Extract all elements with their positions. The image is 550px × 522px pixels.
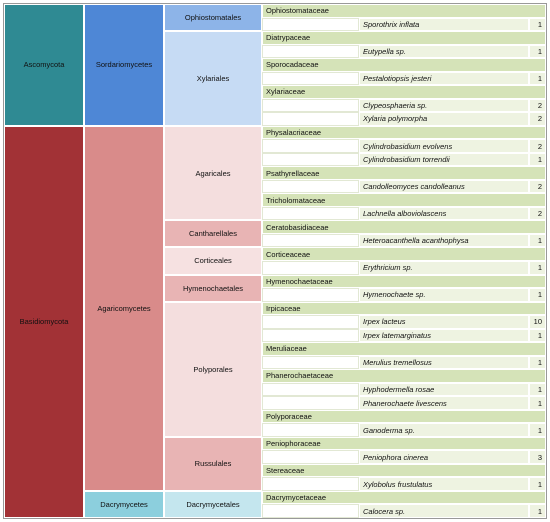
blank-cell bbox=[262, 261, 359, 275]
family: Peniophoraceae bbox=[262, 436, 546, 451]
order: Corticeales bbox=[164, 247, 262, 275]
count: 1 bbox=[529, 71, 546, 86]
family: Stereaceae bbox=[262, 463, 546, 478]
count: 2 bbox=[529, 206, 546, 221]
species: Phanerochaete livescens bbox=[359, 396, 529, 410]
blank-cell bbox=[262, 477, 359, 491]
blank-cell bbox=[262, 315, 359, 329]
blank-cell bbox=[262, 288, 359, 302]
count: 1 bbox=[529, 423, 546, 437]
phylum: Ascomycota bbox=[4, 4, 84, 126]
order: Russulales bbox=[164, 436, 262, 491]
count: 1 bbox=[529, 288, 546, 302]
family: Polyporaceae bbox=[262, 409, 546, 424]
order: Dacrymycetales bbox=[164, 490, 262, 518]
count: 1 bbox=[529, 477, 546, 491]
family: Irpicaceae bbox=[262, 301, 546, 316]
order: Polyporales bbox=[164, 301, 262, 437]
blank-cell bbox=[262, 112, 359, 126]
species: Peniophora cinerea bbox=[359, 450, 529, 464]
count: 2 bbox=[529, 98, 546, 113]
blank-cell bbox=[262, 382, 359, 397]
phylum: Basidiomycota bbox=[4, 125, 84, 518]
count: 2 bbox=[529, 139, 546, 153]
family: Xylariaceae bbox=[262, 85, 546, 99]
order: Agaricales bbox=[164, 125, 262, 221]
family: Psathyrellaceae bbox=[262, 166, 546, 180]
blank-cell bbox=[262, 423, 359, 437]
blank-cell bbox=[262, 206, 359, 221]
blank-cell bbox=[262, 233, 359, 248]
family: Physalacriaceae bbox=[262, 125, 546, 140]
species: Cylindrobasidium torrendii bbox=[359, 152, 529, 167]
species: Irpex lacteus bbox=[359, 315, 529, 329]
count: 1 bbox=[529, 396, 546, 410]
count: 2 bbox=[529, 112, 546, 126]
blank-cell bbox=[262, 450, 359, 464]
family: Dacrymycetaceae bbox=[262, 490, 546, 505]
table-frame: Ascomycota Sordariomycetes Ophiostomatales… bbox=[3, 3, 547, 519]
family: Diatrypaceae bbox=[262, 31, 546, 45]
family: Ophiostomataceae bbox=[262, 4, 546, 18]
species: Lachnella alboviolascens bbox=[359, 206, 529, 221]
count: 3 bbox=[529, 450, 546, 464]
species: Merulius tremellosus bbox=[359, 355, 529, 370]
blank-cell bbox=[262, 355, 359, 370]
family: Meruliaceae bbox=[262, 342, 546, 356]
family: Tricholomataceae bbox=[262, 193, 546, 207]
blank-cell bbox=[262, 98, 359, 113]
class: Dacrymycetes bbox=[84, 490, 164, 518]
species: Irpex latemarginatus bbox=[359, 328, 529, 343]
species: Clypeosphaeria sp. bbox=[359, 98, 529, 113]
blank-cell bbox=[262, 504, 359, 518]
family: Hymenochaetaceae bbox=[262, 274, 546, 289]
count: 1 bbox=[529, 355, 546, 370]
order: Cantharellales bbox=[164, 220, 262, 248]
species: Hyphodermella rosae bbox=[359, 382, 529, 397]
count: 1 bbox=[529, 152, 546, 167]
blank-cell bbox=[262, 139, 359, 153]
blank-cell bbox=[262, 396, 359, 410]
blank-cell bbox=[262, 328, 359, 343]
species: Xylaria polymorpha bbox=[359, 112, 529, 126]
count: 1 bbox=[529, 261, 546, 275]
order: Xylariales bbox=[164, 31, 262, 126]
species: Ganoderma sp. bbox=[359, 423, 529, 437]
class: Agaricomycetes bbox=[84, 125, 164, 491]
count: 1 bbox=[529, 17, 546, 32]
species: Heteroacanthella acanthophysa bbox=[359, 233, 529, 248]
species: Eutypella sp. bbox=[359, 44, 529, 59]
blank-cell bbox=[262, 17, 359, 32]
order: Hymenochaetales bbox=[164, 274, 262, 302]
count: 1 bbox=[529, 504, 546, 518]
family: Corticeaceae bbox=[262, 247, 546, 261]
species: Calocera sp. bbox=[359, 504, 529, 518]
family: Ceratobasidiaceae bbox=[262, 220, 546, 234]
count: 2 bbox=[529, 179, 546, 194]
family: Sporocadaceae bbox=[262, 58, 546, 72]
species: Cylindrobasidium evolvens bbox=[359, 139, 529, 153]
blank-cell bbox=[262, 71, 359, 86]
count: 1 bbox=[529, 328, 546, 343]
species: Sporothrix inflata bbox=[359, 17, 529, 32]
blank-cell bbox=[262, 179, 359, 194]
count: 10 bbox=[529, 315, 546, 329]
blank-cell bbox=[262, 44, 359, 59]
family: Phanerochaetaceae bbox=[262, 369, 546, 383]
order: Ophiostomatales bbox=[164, 4, 262, 32]
species: Erythricium sp. bbox=[359, 261, 529, 275]
species: Xylobolus frustulatus bbox=[359, 477, 529, 491]
count: 1 bbox=[529, 44, 546, 59]
blank-cell bbox=[262, 152, 359, 167]
species: Hymenochaete sp. bbox=[359, 288, 529, 302]
count: 1 bbox=[529, 233, 546, 248]
species: Pestalotiopsis jesteri bbox=[359, 71, 529, 86]
class: Sordariomycetes bbox=[84, 4, 164, 126]
species: Candolleomyces candolleanus bbox=[359, 179, 529, 194]
count: 1 bbox=[529, 382, 546, 397]
